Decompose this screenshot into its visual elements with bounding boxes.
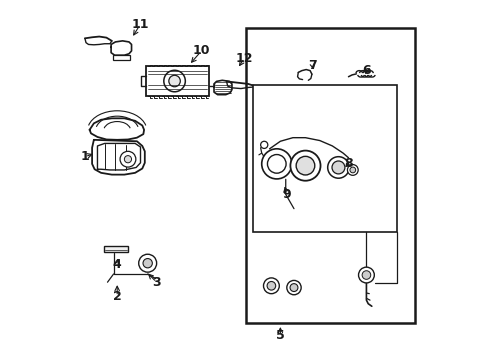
Circle shape: [286, 280, 301, 295]
Circle shape: [142, 258, 152, 268]
Circle shape: [163, 70, 185, 92]
Text: 9: 9: [282, 188, 290, 201]
Circle shape: [331, 161, 344, 174]
Circle shape: [139, 254, 156, 272]
Circle shape: [261, 149, 291, 179]
Circle shape: [290, 150, 320, 181]
Circle shape: [260, 141, 267, 148]
Circle shape: [358, 267, 373, 283]
Circle shape: [296, 156, 314, 175]
Text: 4: 4: [113, 258, 122, 271]
Circle shape: [349, 167, 355, 173]
Text: 5: 5: [275, 329, 284, 342]
Text: 12: 12: [235, 51, 253, 64]
Circle shape: [346, 165, 357, 175]
Circle shape: [168, 75, 180, 87]
Circle shape: [327, 157, 348, 178]
Text: 10: 10: [192, 44, 210, 57]
Circle shape: [120, 151, 136, 167]
Bar: [112, 55, 129, 60]
Bar: [246, 28, 414, 323]
Text: 3: 3: [152, 276, 161, 289]
Circle shape: [124, 156, 131, 163]
Text: 8: 8: [344, 157, 352, 170]
Bar: [145, 66, 208, 96]
Circle shape: [362, 271, 370, 279]
Circle shape: [263, 278, 279, 294]
Text: 7: 7: [307, 59, 316, 72]
Circle shape: [266, 282, 275, 290]
Text: 2: 2: [113, 290, 122, 303]
Text: 1: 1: [81, 150, 89, 163]
Circle shape: [289, 284, 297, 292]
Text: 11: 11: [131, 18, 149, 31]
Bar: [104, 246, 128, 252]
Bar: [253, 85, 396, 232]
Circle shape: [267, 154, 285, 173]
Text: 6: 6: [362, 64, 370, 77]
